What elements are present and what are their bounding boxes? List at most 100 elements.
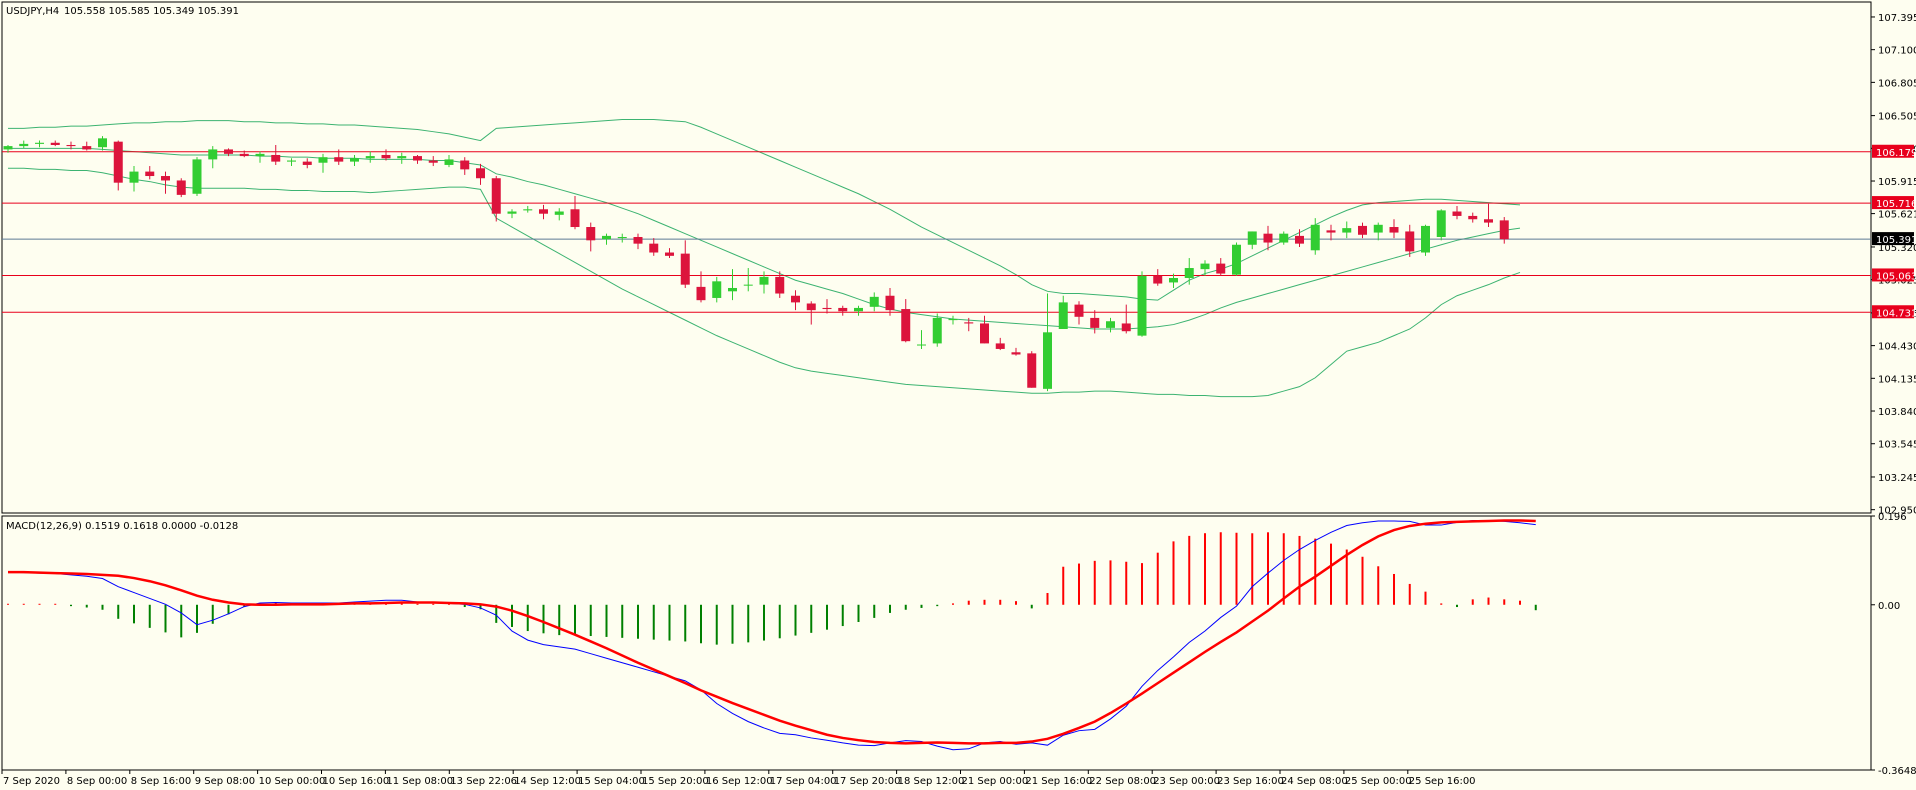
candle-body: [680, 253, 690, 285]
time-axis-label: 25 Sep 00:00: [1345, 776, 1412, 787]
candle-body: [271, 154, 281, 162]
price-axis-label: 103.245: [1878, 473, 1916, 484]
candle-body: [948, 319, 958, 321]
price-axis-label: 103.545: [1878, 440, 1916, 451]
candle-body: [1011, 352, 1021, 355]
candle-body: [350, 158, 359, 162]
candle-body: [822, 307, 832, 310]
candle-body: [759, 276, 769, 285]
candle-body: [1310, 224, 1320, 251]
candle-body: [1184, 268, 1194, 279]
time-axis-label: 21 Sep 16:00: [1025, 776, 1092, 787]
candle-body: [1295, 235, 1304, 244]
candle-body: [192, 159, 202, 194]
price-axis-label: 105.320: [1878, 243, 1916, 254]
level-price-tag: [1872, 305, 1914, 319]
candle-body: [1043, 332, 1052, 389]
candle-body: [1405, 231, 1415, 252]
candle-body: [1389, 227, 1399, 233]
candle-body: [82, 146, 92, 150]
price-axis-label: 103.840: [1878, 407, 1916, 418]
candle-body: [255, 153, 265, 157]
candle-body: [869, 296, 879, 307]
price-axis-label: 105.621: [1878, 210, 1916, 221]
candle-body: [460, 160, 470, 170]
level-price-tag-label: 105.716: [1876, 199, 1916, 210]
candle-body: [302, 161, 312, 165]
time-axis-label: 15 Sep 04:00: [578, 776, 645, 787]
candle-body: [1027, 353, 1037, 388]
candle-body: [1090, 317, 1100, 328]
time-axis-label: 16 Sep 12:00: [706, 776, 773, 787]
candle-body: [50, 142, 60, 145]
macd-axis-label: 0.00: [1878, 601, 1900, 612]
candle-body: [444, 159, 454, 165]
candle-body: [917, 344, 926, 346]
level-price-tag: [1872, 268, 1914, 282]
candle-body: [1232, 244, 1241, 275]
candle-body: [523, 209, 533, 211]
time-axis-label: 11 Sep 08:00: [386, 776, 453, 787]
candle-body: [381, 154, 391, 159]
price-axis-label: 106.805: [1878, 78, 1916, 89]
candle-body: [3, 146, 13, 150]
candle-body: [413, 156, 422, 161]
candle-body: [176, 180, 186, 195]
candle-body: [665, 252, 674, 256]
candle-body: [980, 323, 989, 344]
time-axis-label: 10 Sep 00:00: [259, 776, 326, 787]
time-axis-label: 10 Sep 16:00: [323, 776, 390, 787]
candle-body: [539, 209, 548, 214]
candle-body: [239, 153, 249, 157]
price-axis-label: 104.135: [1878, 374, 1916, 385]
candle-body: [491, 178, 501, 214]
macd-title: MACD(12,26,9) 0.1519 0.1618 0.0000 -0.01…: [6, 521, 238, 532]
candle-body: [208, 149, 218, 160]
candle-body: [1137, 275, 1147, 336]
price-axis-label: 106.505: [1878, 112, 1916, 123]
horizontal-levels: [2, 151, 1871, 313]
candle-body: [712, 281, 722, 298]
candle-body: [161, 176, 170, 181]
current-price-tag-label: 105.391: [1876, 235, 1916, 246]
time-axis-label: 24 Sep 08:00: [1281, 776, 1348, 787]
time-axis-label: 15 Sep 20:00: [642, 776, 709, 787]
price-axis-label: 107.100: [1878, 46, 1916, 57]
level-price-tag-label: 105.063: [1876, 271, 1916, 282]
candle-body: [334, 157, 344, 162]
candle-body: [901, 309, 911, 342]
candle-body: [1499, 220, 1509, 240]
macd-line: [7, 520, 1536, 751]
candle-body: [1247, 231, 1257, 245]
candle-body: [1169, 278, 1178, 283]
candle-body: [1074, 304, 1084, 317]
level-price-tag-label: 106.179: [1876, 148, 1916, 159]
candle-body: [1421, 225, 1430, 253]
macd-pane-border: [1, 515, 1872, 771]
candle-body: [885, 295, 895, 311]
price-axis-label: 107.395: [1878, 13, 1916, 24]
candle-body: [1153, 275, 1163, 284]
candle-body: [570, 209, 580, 228]
candle-body: [995, 343, 1005, 349]
candle-body: [775, 276, 785, 294]
candle-body: [1326, 230, 1336, 233]
level-price-tag-label: 104.731: [1876, 308, 1916, 319]
candle-body: [554, 211, 564, 215]
bollinger-lower-line: [8, 167, 1521, 398]
candle-body: [318, 157, 328, 163]
main-pane-border: [1, 1, 1872, 514]
candle-body: [1263, 233, 1273, 243]
candle-body: [617, 236, 627, 239]
symbol-header: USDJPY,H4: [6, 6, 59, 17]
candle-body: [854, 307, 863, 312]
candle-body: [428, 160, 438, 163]
candle-body: [1436, 210, 1446, 237]
candle-body: [1121, 323, 1131, 332]
candle-body: [1468, 215, 1478, 220]
candle-body: [113, 141, 123, 183]
axes: 107.395107.100106.805106.505106.210105.9…: [1, 13, 1916, 787]
time-axis-label: 23 Sep 00:00: [1153, 776, 1220, 787]
candle-body: [1058, 302, 1068, 329]
